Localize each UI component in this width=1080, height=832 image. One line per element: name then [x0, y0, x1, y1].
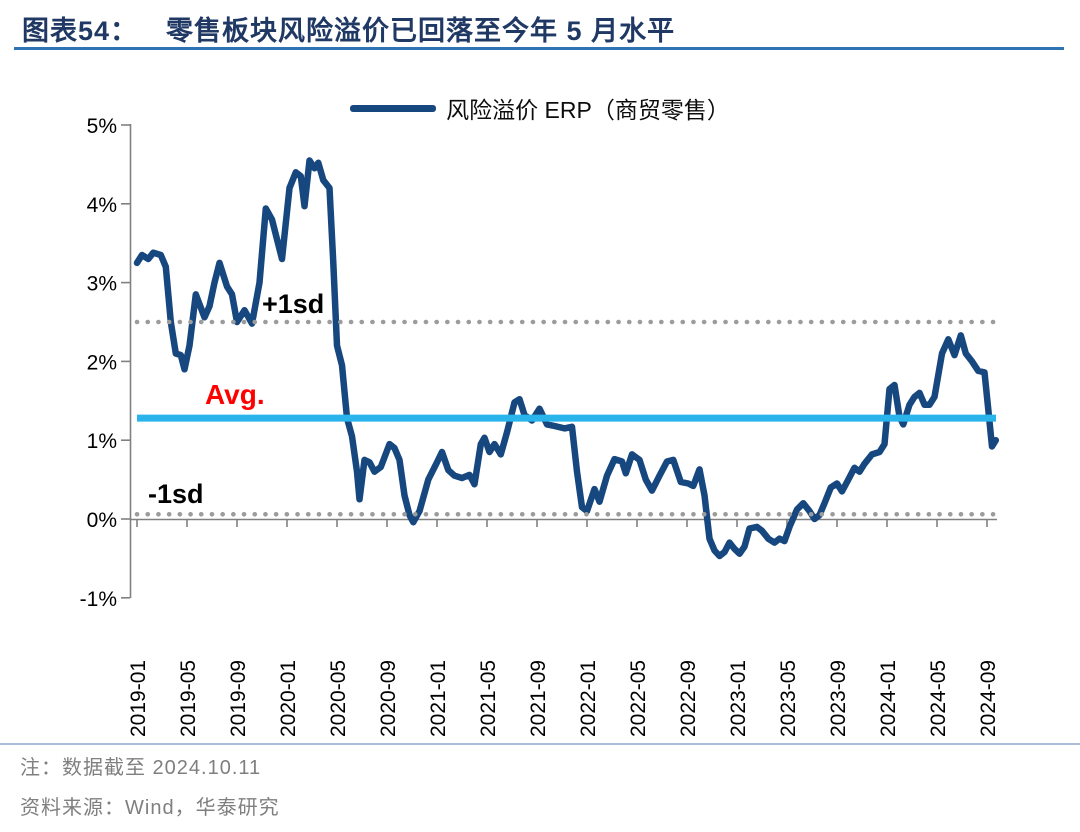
- x-tick-label: 2024-09: [977, 660, 1000, 737]
- x-tick-label: 2021-01: [427, 660, 450, 737]
- erp-series-line: [133, 157, 1000, 560]
- x-tick-label: 2022-05: [627, 660, 650, 737]
- x-tick-label: 2020-09: [377, 660, 400, 737]
- x-tick-label: 2020-05: [327, 660, 350, 737]
- y-tick-label: 1%: [87, 430, 117, 453]
- chart-legend: 风险溢价 ERP（商贸零售）: [0, 93, 1080, 123]
- x-tick-label: 2019-01: [127, 660, 150, 737]
- figure-title-row: 图表54： 零售板块风险溢价已回落至今年 5 月水平: [22, 9, 1062, 48]
- plus-1sd-label: +1sd: [262, 289, 324, 319]
- x-tick-label: 2021-05: [477, 660, 500, 737]
- x-tick-label: 2019-09: [227, 660, 250, 737]
- x-tick-label: 2023-05: [777, 660, 800, 737]
- legend-series-label: 风险溢价 ERP（商贸零售）: [446, 97, 730, 123]
- x-tick-label: 2024-05: [927, 660, 950, 737]
- page-title: 零售板块风险溢价已回落至今年 5 月水平: [166, 16, 676, 46]
- y-tick-label: 0%: [87, 509, 117, 532]
- x-tick-label: 2021-09: [527, 660, 550, 737]
- x-tick-label: 2022-01: [577, 660, 600, 737]
- avg-label: Avg.: [205, 379, 265, 410]
- x-tick-label: 2023-09: [827, 660, 850, 737]
- x-tick-label: 2020-01: [277, 660, 300, 737]
- x-tick-label: 2023-01: [727, 660, 750, 737]
- footnote-note: 注：数据截至 2024.10.11: [20, 757, 262, 779]
- y-tick-label: 5%: [87, 115, 117, 138]
- x-tick-label: 2019-05: [177, 660, 200, 737]
- legend-line-swatch: [350, 104, 437, 112]
- y-tick-label: 3%: [87, 273, 117, 296]
- y-tick-label: -1%: [80, 588, 117, 611]
- title-underline: [14, 47, 1064, 50]
- y-tick-label: 2%: [87, 351, 117, 374]
- minus-1sd-label: -1sd: [148, 479, 204, 509]
- footer-separator: [0, 743, 1080, 745]
- figure-number: 图表54：: [22, 16, 139, 46]
- x-tick-label: 2024-01: [877, 660, 900, 737]
- footnote-source: 资料来源：Wind，华泰研究: [20, 797, 280, 819]
- x-tick-label: 2022-09: [677, 660, 700, 737]
- y-tick-label: 4%: [87, 194, 117, 217]
